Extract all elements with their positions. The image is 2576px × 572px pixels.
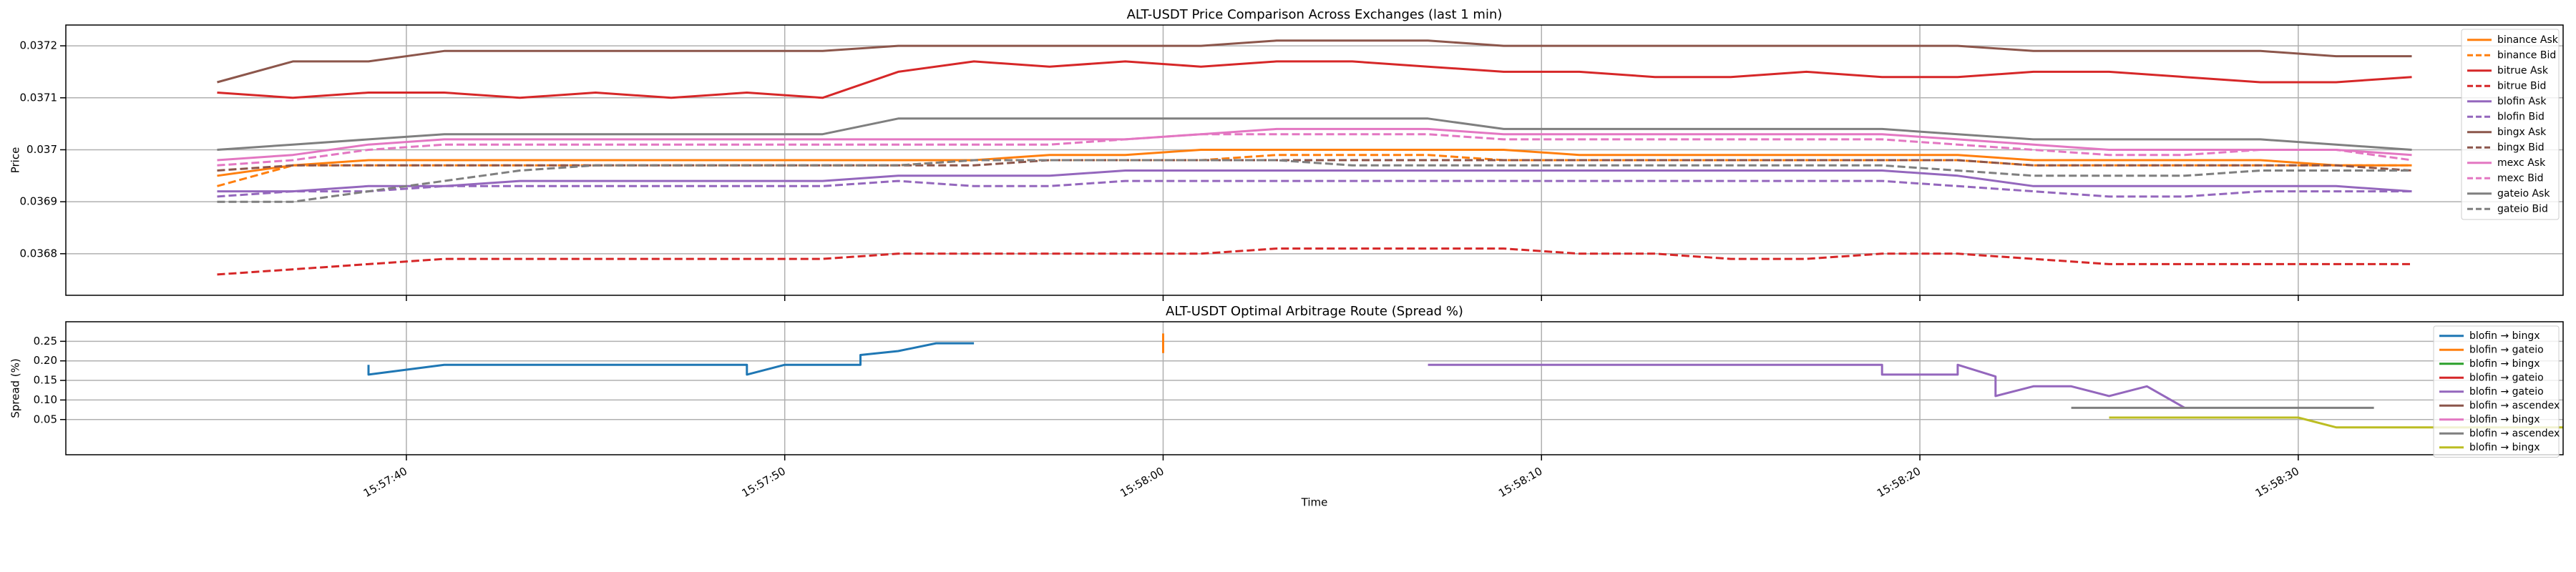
y-tick-label: 0.0368 <box>20 247 58 260</box>
legend-label: blofin → bingx <box>2469 414 2540 425</box>
series-line <box>217 39 2412 84</box>
axes-frame <box>65 321 2564 455</box>
legend-label: blofin → ascendex <box>2469 400 2560 411</box>
y-tick-label: 0.25 <box>34 335 57 347</box>
y-tick-label: 0.0371 <box>20 91 58 104</box>
chart-title: ALT-USDT Price Comparison Across Exchang… <box>1127 7 1503 22</box>
x-tick-label: 15:58:20 <box>1875 465 1923 500</box>
series-line <box>217 169 2412 193</box>
series-line <box>217 159 2412 203</box>
series-line <box>217 133 2412 167</box>
legend-label: blofin → bingx <box>2469 330 2540 342</box>
series-line <box>217 60 2412 99</box>
legend-box <box>2461 29 2560 220</box>
axes-frame <box>65 24 2564 296</box>
y-tick-label: 0.20 <box>34 354 57 367</box>
legend-label: mexc Bid <box>2497 172 2544 184</box>
y-tick-label: 0.10 <box>34 393 57 406</box>
y-tick-label: 0.0372 <box>20 39 58 52</box>
legend-label: mexc Ask <box>2497 157 2546 169</box>
y-tick-label: 0.037 <box>26 143 57 156</box>
legend-label: gateio Ask <box>2497 188 2550 199</box>
legend-label: blofin → gateio <box>2469 372 2544 383</box>
legend-label: blofin Ask <box>2497 96 2547 107</box>
legend-box <box>2433 325 2560 458</box>
legend-label: blofin → bingx <box>2469 358 2540 370</box>
series-line <box>367 342 975 376</box>
legend-label: bingx Bid <box>2497 142 2545 153</box>
x-tick-label: 15:57:40 <box>361 465 409 500</box>
y-tick-label: 0.15 <box>34 374 57 387</box>
legend-label: binance Ask <box>2497 34 2559 46</box>
x-tick-label: 15:58:30 <box>2253 465 2301 500</box>
series-line <box>217 149 2412 177</box>
y-axis-label: Price <box>9 147 22 174</box>
series-line <box>1428 363 2185 409</box>
legend-label: blofin → bingx <box>2469 442 2540 453</box>
y-tick-label: 0.0369 <box>20 195 58 208</box>
legend-label: gateio Bid <box>2497 203 2548 214</box>
series-line <box>217 179 2412 198</box>
y-tick-label: 0.05 <box>34 413 57 425</box>
legend-label: bitrue Ask <box>2497 65 2549 77</box>
series-line <box>217 117 2412 151</box>
x-tick-label: 15:57:50 <box>740 465 788 500</box>
y-axis-label: Spread (%) <box>9 358 22 418</box>
series-line <box>217 247 2412 276</box>
legend-label: bingx Ask <box>2497 127 2547 138</box>
legend-label: bitrue Bid <box>2497 80 2546 92</box>
x-tick-label: 15:58:00 <box>1118 465 1166 500</box>
series-line <box>217 127 2412 162</box>
legend-label: binance Bid <box>2497 49 2556 61</box>
legend-label: blofin → gateio <box>2469 344 2544 355</box>
legend-label: blofin Bid <box>2497 111 2545 122</box>
legend-label: blofin → ascendex <box>2469 428 2560 439</box>
x-tick-label: 15:58:10 <box>1496 465 1544 500</box>
chart-title: ALT-USDT Optimal Arbitrage Route (Spread… <box>1166 304 1463 319</box>
legend-label: blofin → gateio <box>2469 386 2544 398</box>
x-axis-label: Time <box>1301 496 1328 509</box>
